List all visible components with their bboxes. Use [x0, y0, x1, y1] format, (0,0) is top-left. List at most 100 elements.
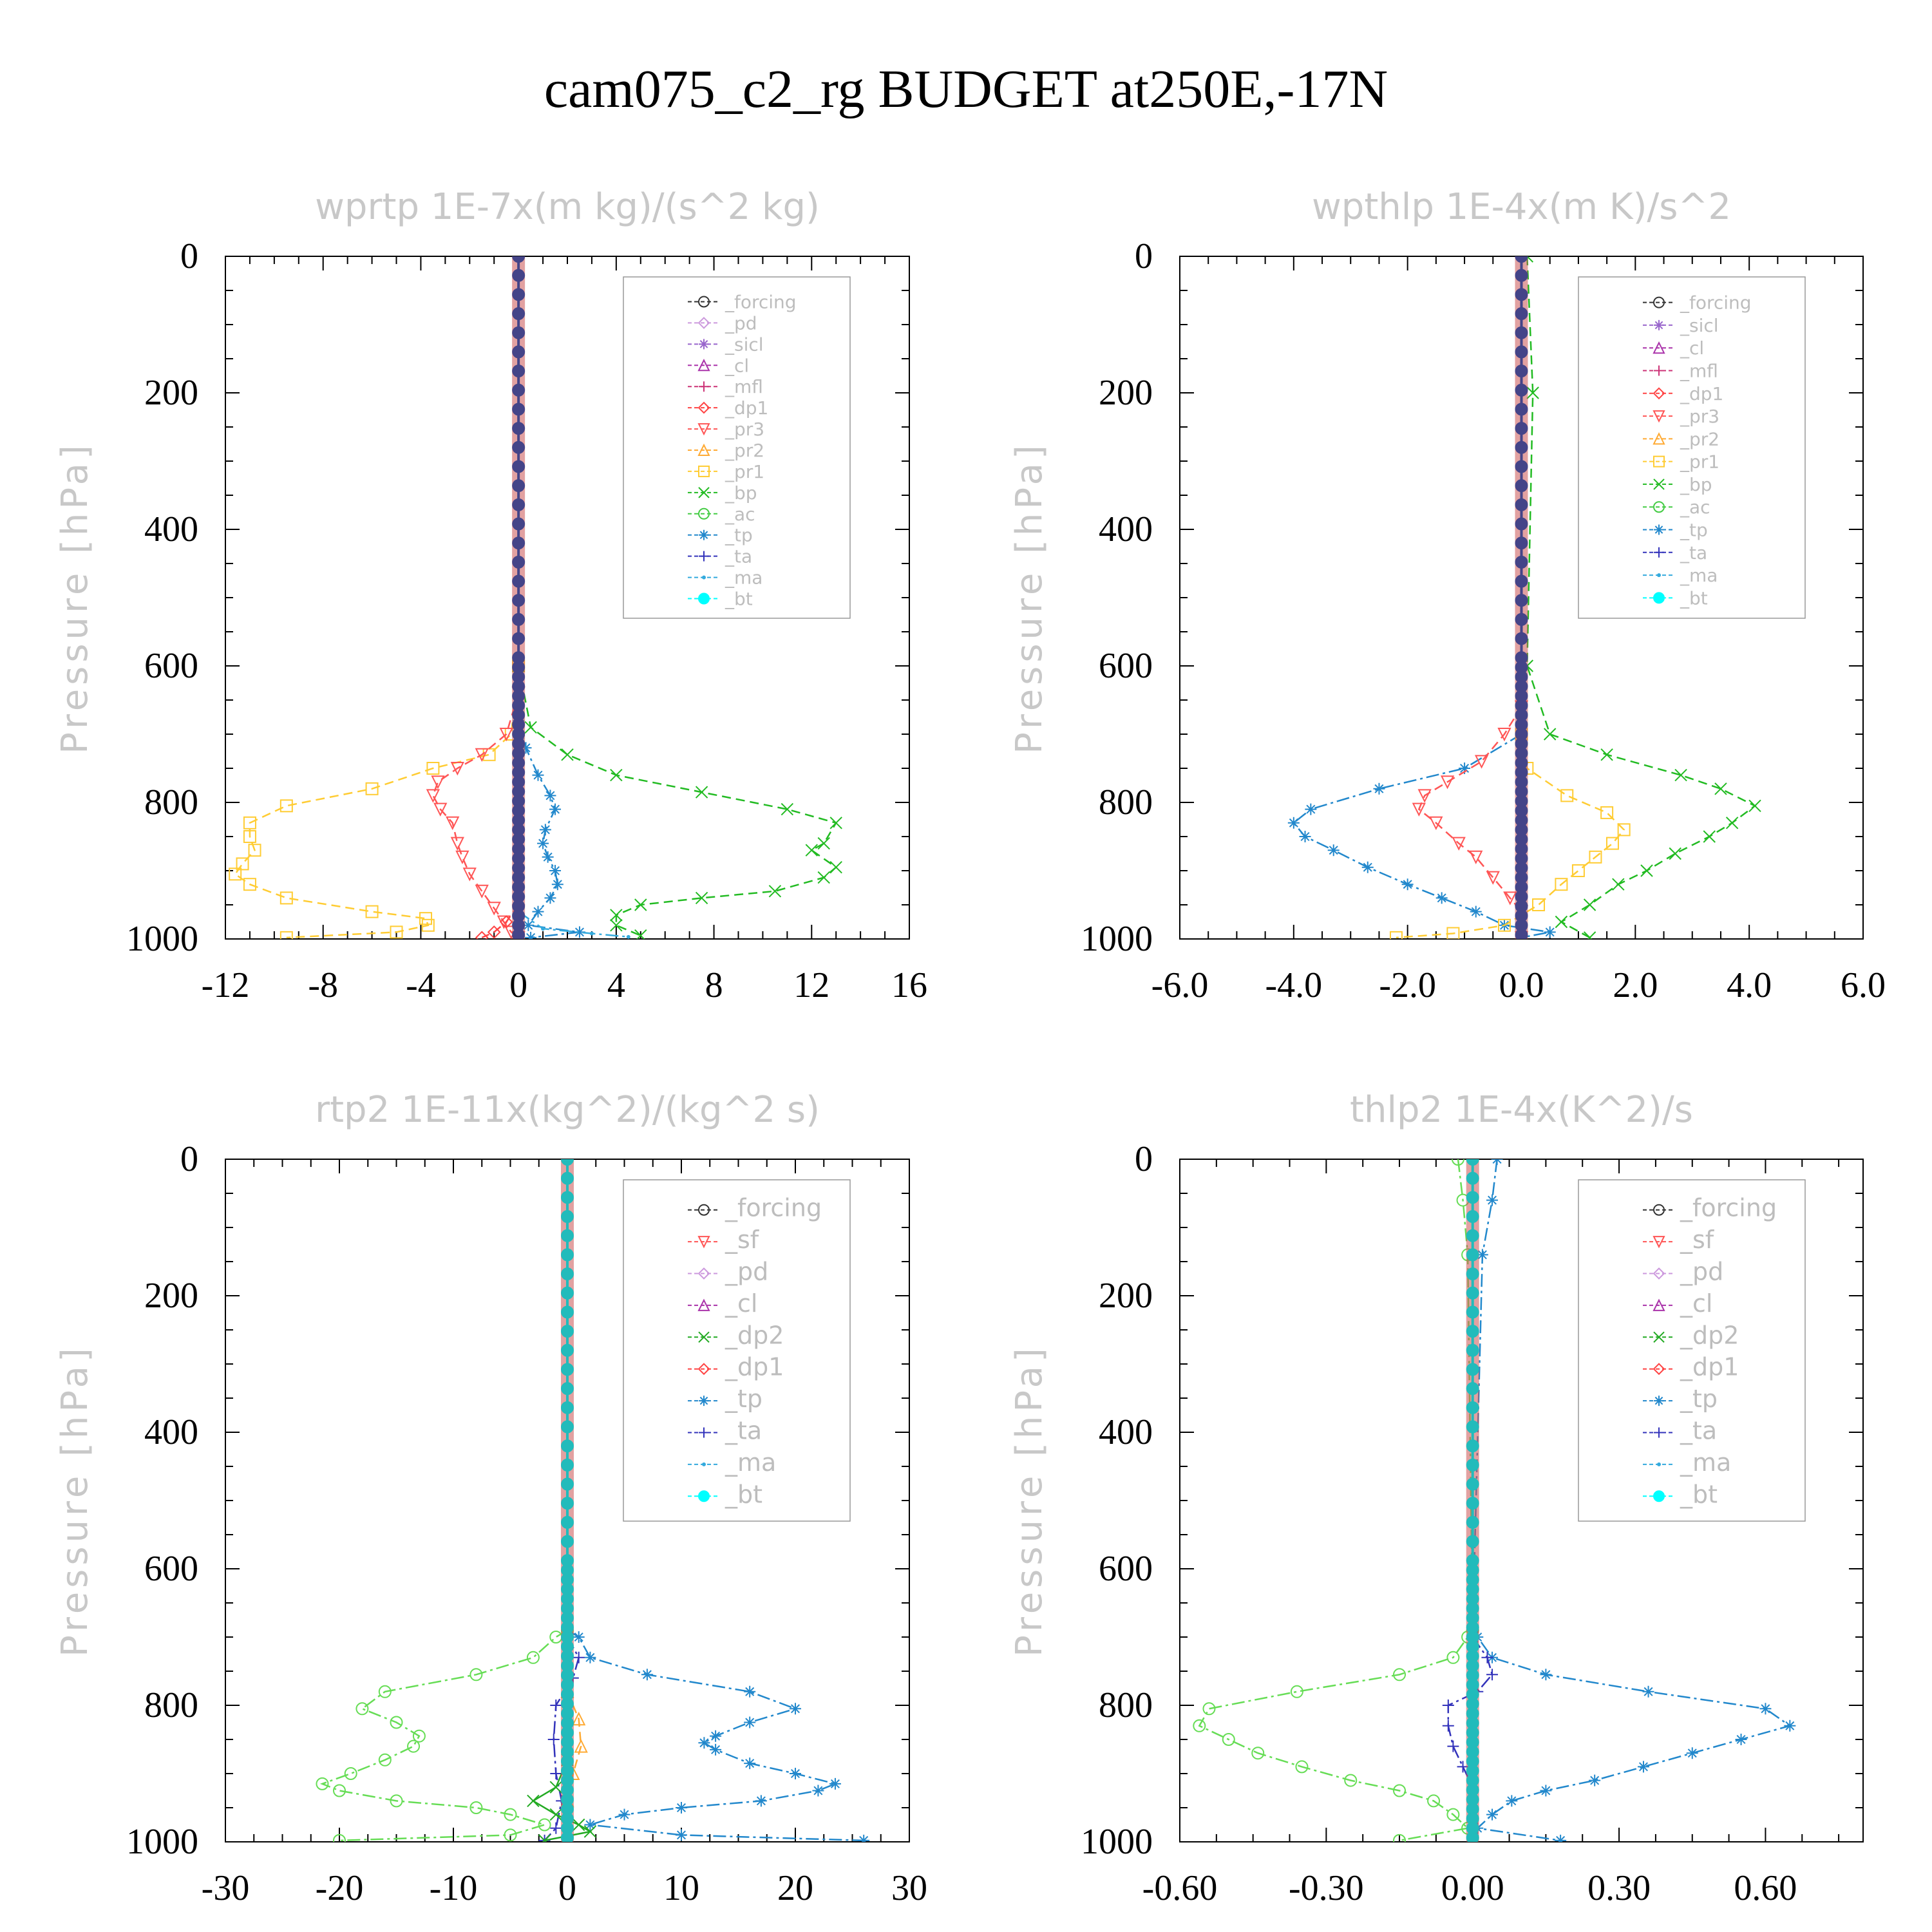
- legend-label: _dp2: [724, 1321, 784, 1349]
- legend-marker: [698, 1490, 710, 1502]
- series-point: [1466, 1159, 1479, 1166]
- series-point: [243, 878, 256, 891]
- series-point: [1515, 288, 1528, 301]
- legend-label: _forcing: [724, 1194, 822, 1222]
- legend-label: _cl: [1680, 1289, 1712, 1318]
- series-line: [517, 665, 838, 936]
- legend-marker: [1653, 387, 1665, 400]
- series-point: [512, 422, 526, 435]
- series-point: [1470, 905, 1482, 918]
- legend-entry: _sf: [688, 1226, 760, 1254]
- series-line: [1526, 256, 1757, 938]
- legend-marker: [698, 296, 710, 308]
- series-point: [1515, 536, 1528, 550]
- legend-marker: [698, 487, 710, 498]
- series-point: [1447, 1740, 1459, 1752]
- legend-box: [623, 1179, 851, 1522]
- x-tick-label: 0: [509, 965, 527, 1005]
- legend-entry: _dp1: [1643, 1353, 1739, 1381]
- series-point: [561, 1831, 574, 1842]
- legend-entry: _ma: [1643, 565, 1718, 586]
- series-point: [446, 816, 460, 831]
- series-point: [1515, 632, 1528, 645]
- figure-title: cam075_c2_rg BUDGET at250E,-17N: [544, 59, 1388, 119]
- series-point: [1486, 1669, 1499, 1681]
- series-point: [1466, 1325, 1479, 1338]
- series-point: [634, 929, 647, 939]
- legend-label: _tp: [724, 1385, 762, 1413]
- series-point: [1466, 1497, 1479, 1510]
- series-point: [512, 928, 526, 939]
- series-point: [695, 891, 708, 905]
- series-point: [1466, 1171, 1479, 1185]
- legend-entry: _cl: [688, 1289, 757, 1318]
- panel-3: rtp2 1E-11x(kg^2)/(kg^2 s) Pressure [hPa]…: [54, 1089, 927, 1908]
- legend-entry: _ta: [688, 546, 752, 567]
- series-line: [567, 1629, 864, 1842]
- series-point: [1446, 927, 1460, 939]
- series-point: [829, 860, 842, 874]
- series-bp: [512, 659, 842, 939]
- series-point: [1440, 775, 1455, 790]
- series-point: [1491, 1159, 1503, 1165]
- y-tick-label: 0: [180, 236, 198, 276]
- legend-entry: _ma: [688, 1448, 776, 1477]
- y-tick-label: 600: [144, 1549, 198, 1589]
- series-point: [1295, 1760, 1309, 1774]
- legend-label: _tp: [1680, 520, 1708, 541]
- series-point: [1466, 1191, 1479, 1204]
- series-line: [432, 693, 520, 938]
- series-point: [450, 837, 464, 851]
- legend-marker: [1657, 1462, 1661, 1466]
- legend-label: _pr1: [724, 461, 764, 482]
- series-point: [512, 574, 526, 588]
- series-point: [390, 925, 403, 939]
- series-point: [421, 918, 435, 932]
- series-point: [1486, 871, 1500, 885]
- series-point: [1640, 864, 1653, 877]
- series-point: [512, 288, 526, 301]
- x-tick-label: -20: [316, 1868, 364, 1908]
- legend-marker: [702, 575, 706, 580]
- series-point: [561, 748, 574, 761]
- series-point: [499, 728, 513, 742]
- series-point: [1612, 878, 1625, 891]
- series-line: [481, 904, 520, 939]
- series-point: [344, 1767, 357, 1780]
- y-tick-label: 200: [144, 373, 198, 413]
- series-point: [1674, 768, 1687, 782]
- legend-marker: [697, 316, 710, 329]
- legend-marker: [1653, 296, 1665, 308]
- series-point: [469, 1801, 483, 1814]
- x-tick-label: -2.0: [1379, 965, 1436, 1005]
- legend-label: _pd: [724, 1258, 768, 1286]
- series-point: [1486, 1194, 1499, 1206]
- series-point: [589, 931, 594, 936]
- legend-label: _bp: [724, 482, 757, 504]
- legend-marker: [697, 1267, 710, 1280]
- series-point: [561, 1382, 574, 1396]
- series-line: [566, 1691, 582, 1801]
- series-point: [512, 498, 526, 511]
- series-point: [549, 1781, 563, 1794]
- y-tick-label: 600: [1099, 646, 1153, 686]
- legend-label: _bt: [1680, 1480, 1718, 1508]
- legend-entry: _pr1: [688, 461, 764, 482]
- y-tick-label: 800: [144, 1685, 198, 1725]
- series-point: [610, 919, 623, 932]
- series-point: [1703, 830, 1716, 843]
- series-point: [561, 1458, 574, 1472]
- panel-title: rtp2 1E-11x(kg^2)/(kg^2 s): [315, 1089, 820, 1131]
- series-point: [1583, 931, 1596, 939]
- series-point: [561, 1191, 574, 1204]
- y-tick-label: 200: [1099, 1276, 1153, 1316]
- series-line: [234, 665, 520, 939]
- series-point: [1476, 1249, 1488, 1261]
- series-point: [1452, 837, 1466, 851]
- series-point: [561, 1325, 574, 1338]
- legend-marker: [697, 423, 710, 436]
- series-point: [561, 1159, 574, 1166]
- legend-entry: _bt: [688, 589, 753, 610]
- series-point: [676, 1802, 687, 1814]
- series-line: [517, 720, 580, 939]
